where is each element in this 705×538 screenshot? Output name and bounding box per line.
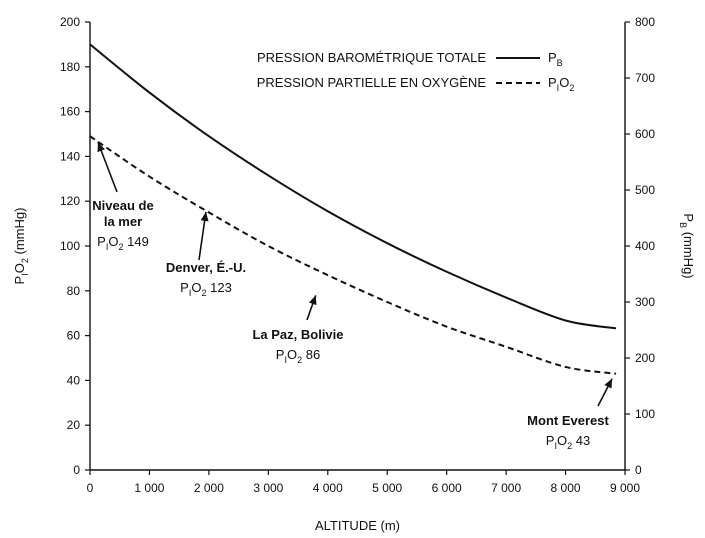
x-tick-label: 3 000 (253, 481, 283, 495)
sea-level-name: la mer (104, 214, 142, 229)
y-left-tick-label: 160 (60, 105, 80, 119)
y-left-tick-label: 40 (67, 373, 81, 387)
y-left-tick-label: 100 (60, 239, 80, 253)
y-left-tick-label: 0 (73, 463, 80, 477)
legend-symbol: PB​ (548, 50, 563, 68)
x-tick-label: 4 000 (313, 481, 343, 495)
sea-level-value: PIO2​ 149 (97, 234, 149, 252)
y-left-tick-label: 80 (67, 284, 81, 298)
everest-arrowhead (604, 378, 613, 389)
legend-label: PRESSION PARTIELLE EN OXYGÈNE (257, 75, 487, 90)
y-right-tick-label: 700 (635, 71, 655, 85)
y-right-tick-label: 400 (635, 239, 655, 253)
denver-arrowhead (200, 211, 209, 222)
everest-name: Mont Everest (527, 413, 609, 428)
y-right-tick-label: 300 (635, 295, 655, 309)
y-right-tick-label: 500 (635, 183, 655, 197)
y-left-tick-label: 140 (60, 149, 80, 163)
everest-value: PIO2​ 43 (546, 433, 590, 451)
x-axis-title: ALTITUDE (m) (315, 518, 400, 533)
axis-titles-group: ALTITUDE (m) PIO2 (mmHg) PB (mmHg) (12, 208, 696, 533)
sea-level-name: Niveau de (92, 198, 153, 213)
legend-label: PRESSION BAROMÉTRIQUE TOTALE (257, 50, 486, 65)
y-left-tick-label: 180 (60, 60, 80, 74)
series-group (89, 43, 617, 375)
x-tick-label: 9 000 (610, 481, 640, 495)
y-right-tick-label: 800 (635, 15, 655, 29)
y-left-tick-label: 20 (67, 418, 81, 432)
barometric-pressure-line (89, 43, 617, 330)
y-right-tick-label: 200 (635, 351, 655, 365)
oxygen-partial-pressure-line (89, 135, 617, 375)
y-left-tick-label: 60 (67, 329, 81, 343)
la-paz-arrowhead (308, 295, 317, 306)
x-tick-label: 5 000 (372, 481, 402, 495)
la-paz-name: La Paz, Bolivie (252, 327, 343, 342)
x-tick-label: 0 (87, 481, 94, 495)
x-tick-label: 8 000 (551, 481, 581, 495)
x-tick-label: 1 000 (134, 481, 164, 495)
ticks-group: 0 1 000 2 000 3 000 4 000 5 000 6 000 7 000 8 00… (60, 15, 655, 495)
y-left-tick-label: 200 (60, 15, 80, 29)
sea-level-arrowhead (97, 142, 105, 153)
legend-symbol: PIO2​ (548, 75, 574, 93)
y-right-axis-title: PB (mmHg) (678, 213, 696, 278)
la-paz-value: PIO2​ 86 (276, 347, 320, 365)
y-left-axis-title: PIO2 (mmHg) (12, 208, 30, 285)
y-right-tick-label: 0 (635, 463, 642, 477)
x-tick-label: 2 000 (194, 481, 224, 495)
x-tick-label: 7 000 (491, 481, 521, 495)
y-right-tick-label: 100 (635, 407, 655, 421)
denver-value: PIO2​ 123 (180, 280, 232, 298)
denver-name: Denver, É.-U. (166, 260, 246, 275)
y-right-tick-label: 600 (635, 127, 655, 141)
x-tick-label: 6 000 (432, 481, 462, 495)
legend: PRESSION BAROMÉTRIQUE TOTALE PB​ PRESSION … (257, 50, 575, 93)
y-left-tick-label: 120 (60, 194, 80, 208)
